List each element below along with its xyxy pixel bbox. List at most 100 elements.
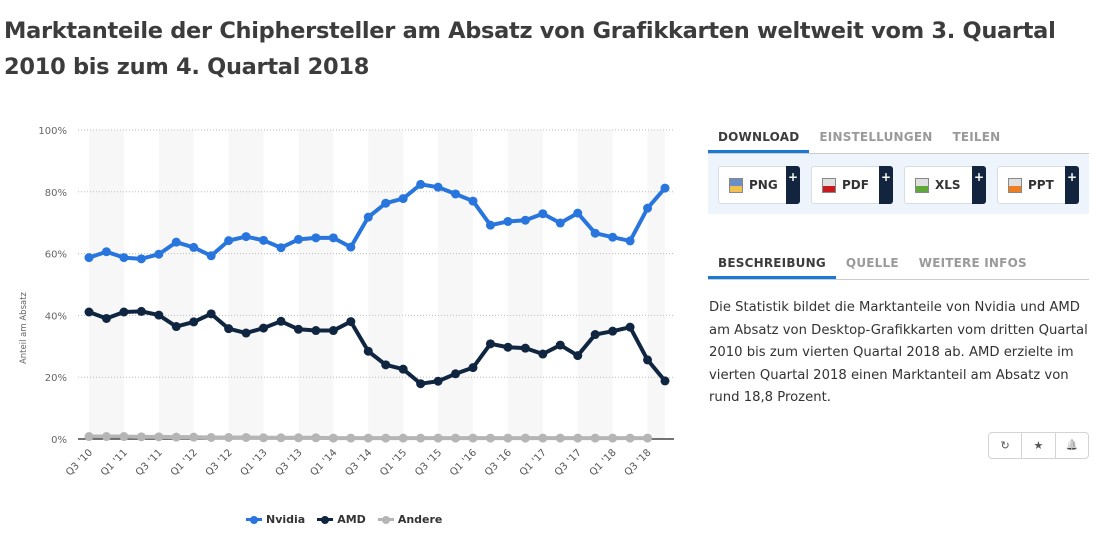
data-point[interactable] bbox=[276, 243, 286, 253]
tab-quelle[interactable]: QUELLE bbox=[845, 256, 899, 270]
download-xls-button[interactable]: XLS + bbox=[904, 166, 986, 204]
data-point[interactable] bbox=[189, 432, 199, 442]
data-point[interactable] bbox=[520, 433, 530, 443]
tab-beschreibung[interactable]: BESCHREIBUNG bbox=[708, 247, 836, 279]
download-pdf-button[interactable]: PDF + bbox=[811, 166, 893, 204]
data-point[interactable] bbox=[468, 363, 478, 373]
data-point[interactable] bbox=[259, 433, 269, 443]
data-point[interactable] bbox=[224, 236, 234, 246]
legend-item-amd[interactable]: AMD bbox=[317, 513, 366, 526]
data-point[interactable] bbox=[660, 183, 670, 193]
data-point[interactable] bbox=[590, 433, 600, 443]
data-point[interactable] bbox=[101, 313, 111, 323]
data-point[interactable] bbox=[381, 198, 391, 208]
data-point[interactable] bbox=[293, 234, 303, 244]
data-point[interactable] bbox=[538, 349, 548, 359]
data-point[interactable] bbox=[625, 236, 635, 246]
data-point[interactable] bbox=[503, 433, 513, 443]
data-point[interactable] bbox=[311, 326, 321, 336]
data-point[interactable] bbox=[416, 379, 426, 389]
data-point[interactable] bbox=[555, 433, 565, 443]
data-point[interactable] bbox=[346, 242, 356, 252]
data-point[interactable] bbox=[520, 215, 530, 225]
data-point[interactable] bbox=[293, 433, 303, 443]
data-point[interactable] bbox=[660, 376, 670, 386]
data-point[interactable] bbox=[224, 432, 234, 442]
plus-icon[interactable]: + bbox=[879, 166, 893, 204]
star-button[interactable]: ★ bbox=[1021, 433, 1054, 458]
data-point[interactable] bbox=[206, 251, 216, 261]
data-point[interactable] bbox=[328, 433, 338, 443]
data-point[interactable] bbox=[590, 330, 600, 340]
data-point[interactable] bbox=[608, 433, 618, 443]
data-point[interactable] bbox=[154, 432, 164, 442]
data-point[interactable] bbox=[485, 339, 495, 349]
data-point[interactable] bbox=[433, 433, 443, 443]
download-ppt-button[interactable]: PPT + bbox=[997, 166, 1079, 204]
data-point[interactable] bbox=[293, 324, 303, 334]
data-point[interactable] bbox=[468, 196, 478, 206]
data-point[interactable] bbox=[416, 179, 426, 189]
data-point[interactable] bbox=[608, 326, 618, 336]
data-point[interactable] bbox=[84, 253, 94, 263]
data-point[interactable] bbox=[538, 433, 548, 443]
data-point[interactable] bbox=[485, 220, 495, 230]
data-point[interactable] bbox=[433, 376, 443, 386]
data-point[interactable] bbox=[154, 249, 164, 259]
data-point[interactable] bbox=[381, 360, 391, 370]
data-point[interactable] bbox=[84, 432, 94, 442]
data-point[interactable] bbox=[119, 253, 129, 263]
data-point[interactable] bbox=[189, 317, 199, 327]
legend-item-nvidia[interactable]: Nvidia bbox=[246, 513, 305, 526]
data-point[interactable] bbox=[276, 433, 286, 443]
data-point[interactable] bbox=[101, 432, 111, 442]
data-point[interactable] bbox=[433, 182, 443, 192]
data-point[interactable] bbox=[328, 233, 338, 243]
plus-icon[interactable]: + bbox=[1065, 166, 1079, 204]
data-point[interactable] bbox=[416, 433, 426, 443]
data-point[interactable] bbox=[468, 433, 478, 443]
data-point[interactable] bbox=[573, 208, 583, 218]
data-point[interactable] bbox=[346, 433, 356, 443]
data-point[interactable] bbox=[259, 323, 269, 333]
tab-teilen[interactable]: TEILEN bbox=[952, 130, 1001, 144]
data-point[interactable] bbox=[119, 307, 129, 317]
data-point[interactable] bbox=[643, 433, 653, 443]
data-point[interactable] bbox=[328, 326, 338, 336]
data-point[interactable] bbox=[136, 306, 146, 316]
data-point[interactable] bbox=[84, 307, 94, 317]
download-png-button[interactable]: PNG + bbox=[718, 166, 800, 204]
data-point[interactable] bbox=[241, 232, 251, 242]
data-point[interactable] bbox=[171, 322, 181, 332]
plus-icon[interactable]: + bbox=[786, 166, 800, 204]
tab-weitere-infos[interactable]: WEITERE INFOS bbox=[918, 256, 1027, 270]
data-point[interactable] bbox=[398, 194, 408, 204]
data-point[interactable] bbox=[259, 235, 269, 245]
history-button[interactable]: ↻ bbox=[989, 433, 1021, 458]
data-point[interactable] bbox=[485, 433, 495, 443]
data-point[interactable] bbox=[381, 433, 391, 443]
data-point[interactable] bbox=[136, 254, 146, 264]
data-point[interactable] bbox=[398, 364, 408, 374]
data-point[interactable] bbox=[451, 189, 461, 199]
data-point[interactable] bbox=[503, 342, 513, 352]
data-point[interactable] bbox=[171, 432, 181, 442]
data-point[interactable] bbox=[241, 328, 251, 338]
data-point[interactable] bbox=[643, 203, 653, 213]
data-point[interactable] bbox=[363, 346, 373, 356]
data-point[interactable] bbox=[189, 242, 199, 252]
tab-einstellungen[interactable]: EINSTELLUNGEN bbox=[819, 130, 933, 144]
data-point[interactable] bbox=[538, 209, 548, 219]
plus-icon[interactable]: + bbox=[972, 166, 986, 204]
data-point[interactable] bbox=[398, 433, 408, 443]
tab-download[interactable]: DOWNLOAD bbox=[708, 121, 810, 153]
data-point[interactable] bbox=[171, 237, 181, 247]
data-point[interactable] bbox=[555, 218, 565, 228]
data-point[interactable] bbox=[154, 310, 164, 320]
data-point[interactable] bbox=[206, 432, 216, 442]
data-point[interactable] bbox=[119, 432, 129, 442]
data-point[interactable] bbox=[363, 212, 373, 222]
data-point[interactable] bbox=[643, 355, 653, 365]
data-point[interactable] bbox=[503, 216, 513, 226]
data-point[interactable] bbox=[555, 340, 565, 350]
